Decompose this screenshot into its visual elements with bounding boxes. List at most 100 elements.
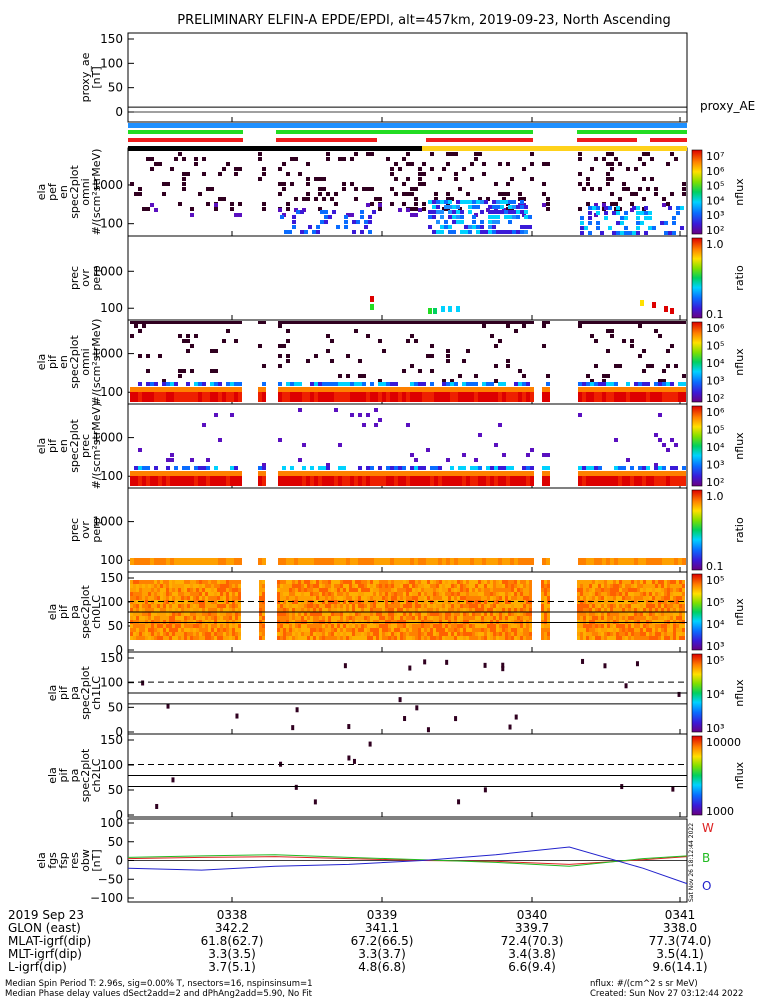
pitch-angle-pixel	[190, 612, 193, 616]
pitch-angle-pixel	[460, 604, 463, 608]
spectrogram-pixel	[414, 458, 418, 462]
pitch-angle-pixel	[610, 636, 613, 640]
pitch-angle-pixel	[169, 600, 172, 604]
spectrogram-pixel	[618, 476, 622, 486]
spectrogram-pixel	[310, 466, 314, 470]
pitch-angle-pixel	[343, 592, 346, 596]
spectrogram-pixel	[610, 152, 614, 156]
pitch-angle-pixel	[529, 588, 532, 592]
pitch-angle-pixel	[526, 612, 529, 616]
spectrogram-pixel	[592, 206, 596, 210]
pitch-angle-pixel	[352, 758, 356, 764]
spectrogram-pixel	[460, 200, 464, 204]
spectrogram-pixel	[142, 466, 146, 470]
pitch-angle-pixel	[499, 604, 502, 608]
pitch-angle-pixel	[466, 632, 469, 636]
spectrogram-pixel	[186, 349, 190, 353]
spectrogram-pixel	[546, 476, 550, 486]
pitch-angle-pixel	[208, 628, 211, 632]
pitch-angle-pixel	[262, 624, 265, 628]
spectrogram-pixel	[614, 466, 618, 470]
pitch-angle-pixel	[505, 580, 508, 584]
pitch-angle-pixel	[529, 608, 532, 612]
pitch-angle-pixel	[496, 612, 499, 616]
pitch-angle-pixel	[589, 580, 592, 584]
ratio-pixel	[370, 304, 374, 310]
pitch-angle-pixel	[463, 596, 466, 600]
pitch-angle-pixel	[466, 608, 469, 612]
pitch-angle-pixel	[676, 636, 679, 640]
spectrogram-pixel	[522, 392, 526, 402]
spectrogram-pixel	[210, 321, 214, 324]
pitch-angle-pixel	[310, 624, 313, 628]
spectrogram-pixel	[514, 382, 518, 386]
spectrogram-pixel	[158, 162, 162, 166]
spectrogram-pixel	[354, 382, 358, 386]
spectrogram-pixel	[506, 324, 510, 328]
pitch-angle-pixel	[637, 624, 640, 628]
spectrogram-pixel	[670, 438, 674, 442]
spectrogram-pixel	[542, 182, 546, 186]
spectrogram-pixel	[588, 206, 592, 210]
pitch-angle-pixel	[463, 620, 466, 624]
pitch-angle-pixel	[193, 616, 196, 620]
spectrogram-pixel	[526, 392, 530, 402]
spectrogram-pixel	[518, 387, 522, 392]
panel-axis-label: ela	[35, 852, 48, 869]
pitch-angle-pixel	[133, 600, 136, 604]
spectrogram-pixel	[338, 374, 342, 378]
pitch-angle-pixel	[523, 632, 526, 636]
pitch-angle-pixel	[616, 616, 619, 620]
pitch-angle-pixel	[163, 612, 166, 616]
pitch-angle-pixel	[586, 612, 589, 616]
pitch-angle-pixel	[346, 604, 349, 608]
pitch-angle-pixel	[280, 588, 283, 592]
pitch-angle-pixel	[196, 592, 199, 596]
pitch-angle-pixel	[394, 600, 397, 604]
pitch-angle-pixel	[373, 632, 376, 636]
spectrogram-pixel	[378, 466, 382, 470]
spectrogram-pixel	[316, 225, 320, 229]
spectrogram-pixel	[422, 476, 426, 486]
spectrogram-pixel	[642, 471, 646, 476]
pitch-angle-pixel	[652, 608, 655, 612]
spectrogram-pixel	[446, 192, 450, 196]
pitch-angle-pixel	[502, 612, 505, 616]
spectrogram-pixel	[302, 471, 306, 476]
pitch-angle-pixel	[145, 604, 148, 608]
spectrogram-pixel	[434, 192, 438, 196]
spectrogram-pixel	[394, 392, 398, 402]
spectrogram-pixel	[390, 387, 394, 392]
pitch-angle-pixel	[343, 588, 346, 592]
spectrogram-pixel	[626, 321, 630, 324]
spectrogram-pixel	[330, 382, 334, 386]
pitch-angle-pixel	[454, 584, 457, 588]
spectrogram-pixel	[486, 382, 490, 386]
pitch-angle-pixel	[277, 624, 280, 628]
pitch-angle-pixel	[406, 596, 409, 600]
pitch-angle-pixel	[463, 628, 466, 632]
pitch-angle-pixel	[499, 624, 502, 628]
spectrogram-pixel	[658, 471, 662, 476]
spectrogram-pixel	[278, 364, 282, 368]
pitch-angle-pixel	[151, 608, 154, 612]
pitch-angle-pixel	[421, 600, 424, 604]
spectrogram-pixel	[622, 339, 626, 343]
spectrogram-pixel	[226, 471, 230, 476]
pitch-angle-pixel	[223, 596, 226, 600]
pitch-angle-pixel	[400, 580, 403, 584]
spectrogram-pixel	[602, 471, 606, 476]
pitch-angle-pixel	[277, 608, 280, 612]
spectrogram-pixel	[178, 476, 182, 486]
pitch-angle-pixel	[286, 616, 289, 620]
spectrogram-pixel	[352, 230, 356, 234]
pitch-angle-pixel	[217, 588, 220, 592]
pitch-angle-pixel	[334, 604, 337, 608]
spectrogram-pixel	[318, 177, 322, 181]
pitch-angle-pixel	[448, 632, 451, 636]
pitch-angle-pixel	[502, 628, 505, 632]
pitch-angle-pixel	[649, 628, 652, 632]
fgs-series-O	[127, 846, 688, 885]
pitch-angle-pixel	[508, 588, 511, 592]
pitch-angle-pixel	[508, 616, 511, 620]
